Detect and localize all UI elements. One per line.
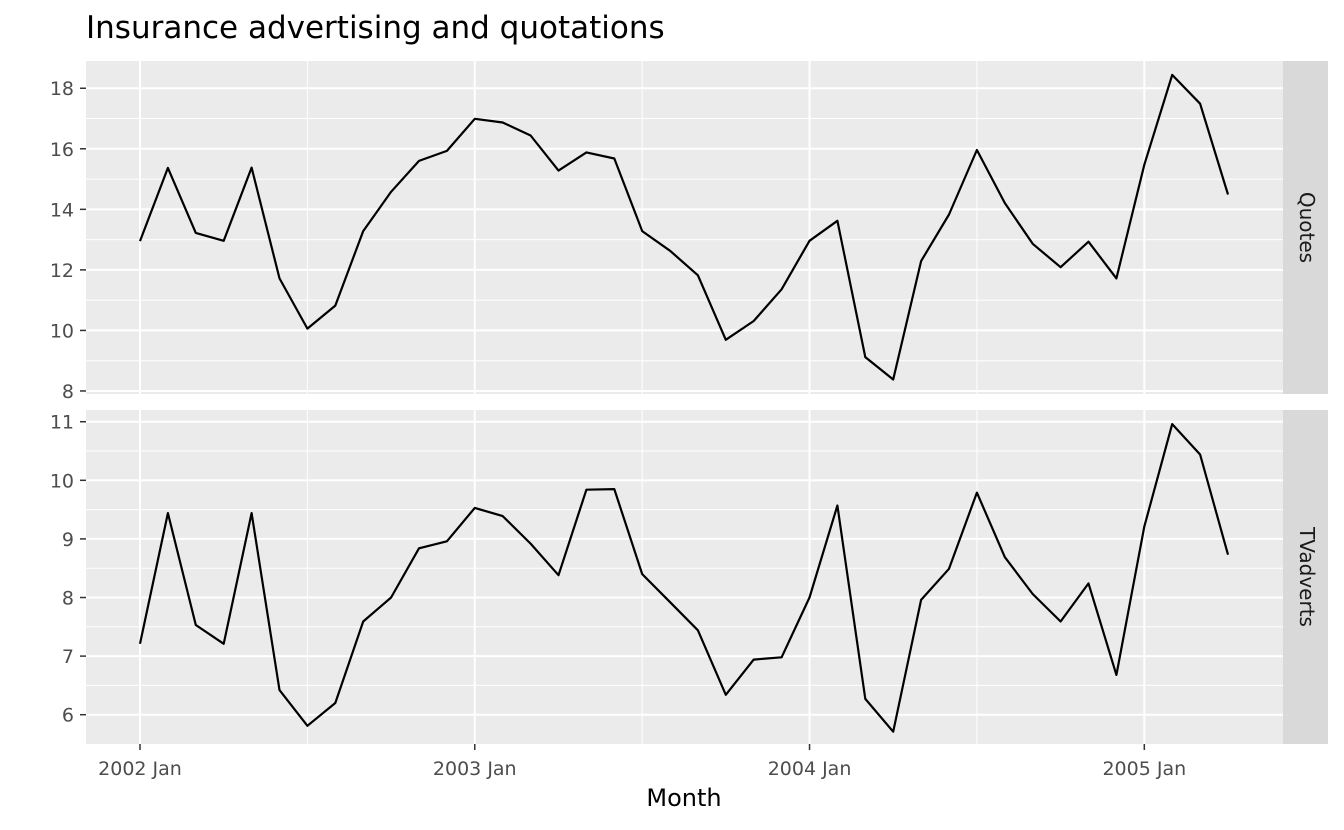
y-tick-label: 11	[50, 412, 74, 434]
y-tick-label: 8	[62, 381, 74, 403]
series-line-quotes	[138, 73, 1230, 381]
panel-tvadverts: 6 7 8 9 10 11 TVadverts	[50, 410, 1328, 744]
y-tick-label: 7	[62, 646, 74, 668]
y-tick-label: 10	[50, 470, 74, 492]
panel-quotes: 8 10 12 14 16 18 Quotes	[50, 61, 1328, 403]
x-tick-label: 2002 Jan	[98, 758, 182, 780]
x-axis-title: Month	[646, 784, 721, 812]
y-tick-label: 6	[62, 705, 74, 727]
chart-title: Insurance advertising and quotations	[86, 10, 665, 46]
y-tick-label: 14	[50, 199, 74, 221]
chart-panels: 8 10 12 14 16 18 Quotes 6 7 8 9 10 11 TVadverts	[50, 61, 1328, 744]
x-tick-label: 2003 Jan	[433, 758, 517, 780]
y-tick-label: 16	[50, 139, 74, 161]
facet-strip	[1283, 410, 1328, 744]
panel-background	[86, 410, 1283, 744]
x-tick-label: 2005 Jan	[1102, 758, 1186, 780]
facet-strip-label: TVadverts	[1295, 526, 1319, 627]
y-tick-label: 18	[50, 78, 74, 100]
panel-background	[86, 61, 1283, 394]
y-tick-label: 9	[62, 529, 74, 551]
y-tick-label: 10	[50, 320, 74, 342]
x-tick-label: 2004 Jan	[768, 758, 852, 780]
facet-strip	[1283, 61, 1328, 394]
y-tick-label: 8	[62, 588, 74, 610]
facet-strip-label: Quotes	[1295, 192, 1319, 263]
x-axis: 2002 Jan 2003 Jan 2004 Jan 2005 Jan	[98, 744, 1186, 780]
series-line-tvadverts	[138, 423, 1230, 733]
y-tick-label: 12	[50, 260, 74, 282]
